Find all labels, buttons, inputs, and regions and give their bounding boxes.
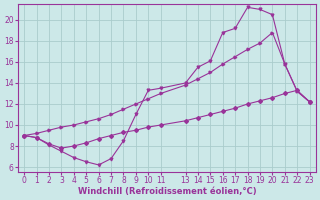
X-axis label: Windchill (Refroidissement éolien,°C): Windchill (Refroidissement éolien,°C): [77, 187, 256, 196]
